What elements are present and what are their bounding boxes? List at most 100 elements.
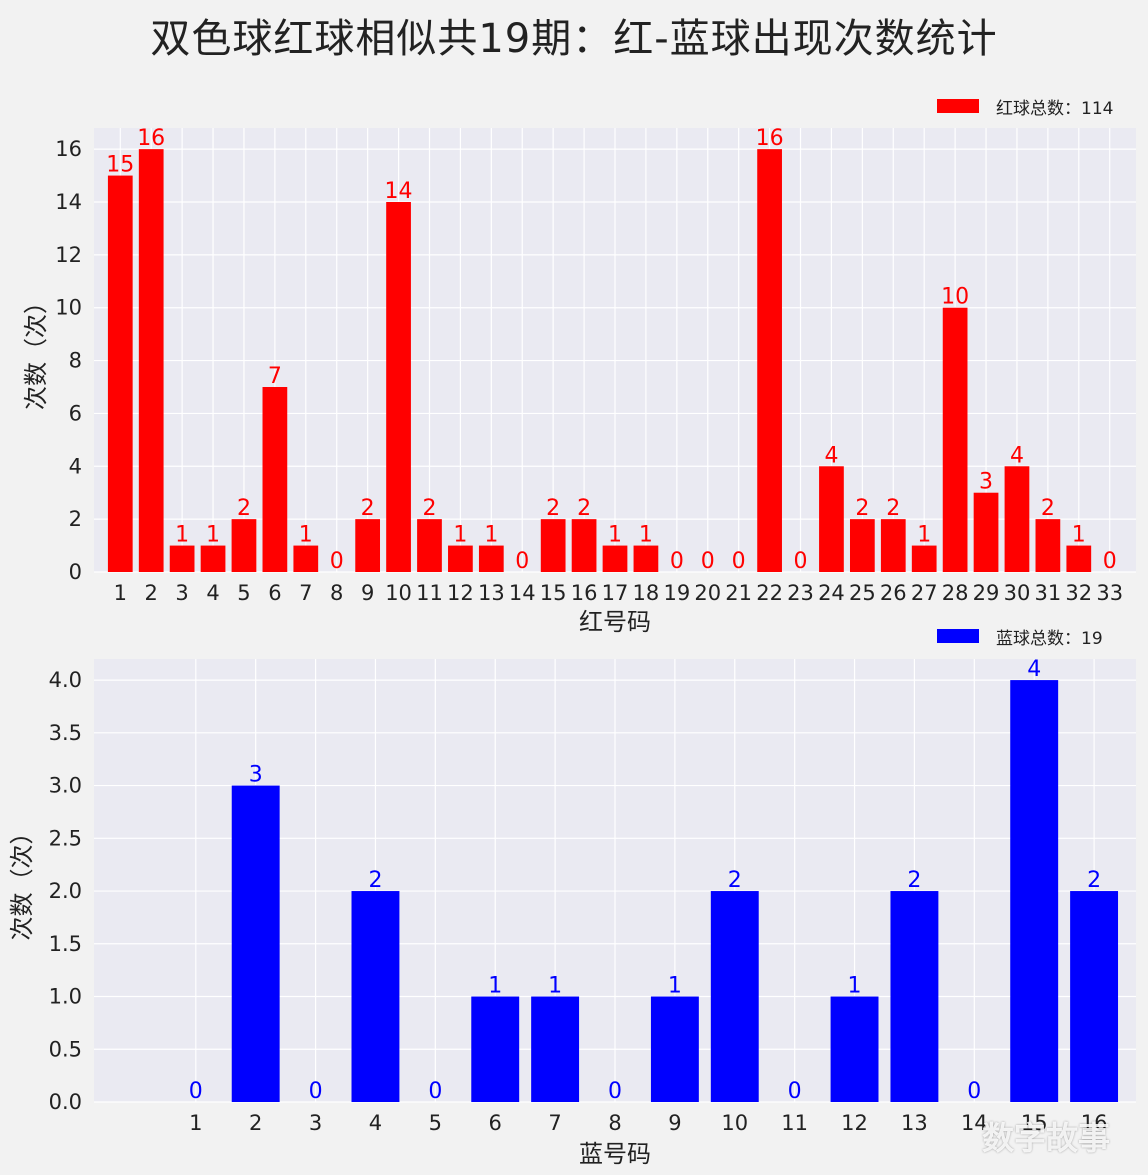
red-bar <box>911 545 937 572</box>
red-xtick-label: 16 <box>571 581 598 605</box>
red-xtick-label: 24 <box>818 581 845 605</box>
red-bar <box>849 519 875 572</box>
red-data-label: 2 <box>577 496 591 521</box>
red-xtick-label: 2 <box>145 581 158 605</box>
blue-x-axis-label: 蓝号码 <box>579 1140 651 1168</box>
blue-ytick-label: 2.5 <box>49 826 82 850</box>
blue-data-label: 0 <box>309 1079 323 1104</box>
red-data-label: 2 <box>1041 496 1055 521</box>
red-xtick-label: 17 <box>602 581 629 605</box>
blue-data-label: 2 <box>907 868 921 893</box>
red-data-label: 2 <box>886 496 900 521</box>
red-x-axis-label: 红号码 <box>579 608 651 636</box>
red-xtick-label: 6 <box>268 581 281 605</box>
red-xtick-label: 5 <box>237 581 250 605</box>
red-data-label: 7 <box>268 364 282 389</box>
blue-xtick-label: 4 <box>369 1111 382 1135</box>
blue-bar <box>710 891 759 1102</box>
blue-legend-label: 蓝球总数：19 <box>996 629 1103 649</box>
red-xtick-label: 1 <box>114 581 127 605</box>
red-legend-swatch <box>937 99 979 113</box>
blue-xtick-label: 11 <box>781 1111 808 1135</box>
red-xtick-label: 15 <box>540 581 567 605</box>
red-bar <box>602 545 628 572</box>
red-xtick-label: 19 <box>663 581 690 605</box>
red-data-label: 1 <box>484 523 498 548</box>
red-data-label: 2 <box>546 496 560 521</box>
blue-data-label: 3 <box>249 763 263 788</box>
red-xtick-label: 12 <box>447 581 474 605</box>
blue-bar <box>650 996 699 1102</box>
red-bar <box>478 545 504 572</box>
red-data-label: 14 <box>385 179 413 204</box>
red-data-label: 0 <box>794 549 808 574</box>
blue-bar <box>531 996 580 1102</box>
blue-bar <box>1070 891 1119 1102</box>
red-bar <box>633 545 659 572</box>
blue-bar <box>890 891 939 1102</box>
red-data-label: 4 <box>824 443 838 468</box>
red-xtick-label: 23 <box>787 581 814 605</box>
blue-xtick-label: 1 <box>189 1111 202 1135</box>
red-xtick-label: 3 <box>175 581 188 605</box>
red-data-label: 2 <box>361 496 375 521</box>
red-legend-label: 红球总数：114 <box>996 99 1113 119</box>
red-ytick-label: 4 <box>69 454 82 478</box>
red-data-label: 16 <box>756 126 784 151</box>
blue-xtick-label: 7 <box>548 1111 561 1135</box>
red-xtick-label: 30 <box>1004 581 1031 605</box>
blue-legend-swatch <box>937 629 979 643</box>
red-data-label: 4 <box>1010 443 1024 468</box>
blue-ytick-label: 4.0 <box>49 668 82 692</box>
blue-xtick-label: 8 <box>608 1111 621 1135</box>
blue-xtick-label: 3 <box>309 1111 322 1135</box>
red-data-label: 1 <box>608 523 622 548</box>
red-xtick-label: 32 <box>1065 581 1092 605</box>
blue-bar <box>830 996 879 1102</box>
blue-xtick-label: 9 <box>668 1111 681 1135</box>
red-ytick-label: 0 <box>69 560 82 584</box>
blue-data-label: 1 <box>548 974 562 999</box>
red-data-label: 0 <box>330 549 344 574</box>
red-xtick-label: 11 <box>416 581 443 605</box>
blue-y-axis-label: 次数（次） <box>8 821 36 941</box>
red-ytick-label: 16 <box>55 137 82 161</box>
red-bar <box>231 519 257 572</box>
red-ytick-label: 6 <box>69 401 82 425</box>
blue-data-label: 0 <box>428 1079 442 1104</box>
red-data-label: 2 <box>855 496 869 521</box>
red-xtick-label: 9 <box>361 581 374 605</box>
red-bar <box>138 149 164 572</box>
red-xtick-label: 10 <box>385 581 412 605</box>
red-data-label: 2 <box>422 496 436 521</box>
blue-ytick-label: 1.5 <box>49 932 82 956</box>
red-bar <box>448 545 473 572</box>
red-xtick-label: 22 <box>756 581 783 605</box>
blue-xtick-label: 16 <box>1081 1111 1108 1135</box>
red-bar <box>107 175 133 573</box>
blue-xtick-label: 10 <box>721 1111 748 1135</box>
red-data-label: 0 <box>1103 549 1117 574</box>
blue-chart-panel: 0.00.51.01.52.02.53.03.54.01 2 3 4 5 6 7 8 9 10 11… <box>8 629 1136 1168</box>
red-bar <box>417 519 442 572</box>
red-bar <box>386 202 411 572</box>
red-xtick-label: 8 <box>330 581 343 605</box>
red-data-label: 1 <box>917 523 931 548</box>
blue-xtick-label: 2 <box>249 1111 262 1135</box>
red-xtick-label: 28 <box>942 581 969 605</box>
red-data-label: 0 <box>732 549 746 574</box>
chart-title: 双色球红球相似共19期：红-蓝球出现次数统计 <box>150 16 998 62</box>
blue-xtick-label: 13 <box>901 1111 928 1135</box>
blue-xtick-label: 5 <box>429 1111 442 1135</box>
blue-bar <box>1010 680 1059 1102</box>
red-xtick-label: 7 <box>299 581 312 605</box>
blue-xtick-label: 15 <box>1021 1111 1048 1135</box>
blue-xtick-label: 14 <box>961 1111 988 1135</box>
red-xtick-label: 27 <box>911 581 938 605</box>
red-ytick-label: 8 <box>69 349 82 373</box>
red-xtick-label: 31 <box>1035 581 1062 605</box>
red-data-label: 1 <box>1072 523 1086 548</box>
blue-data-label: 0 <box>788 1079 802 1104</box>
blue-data-label: 1 <box>848 974 862 999</box>
